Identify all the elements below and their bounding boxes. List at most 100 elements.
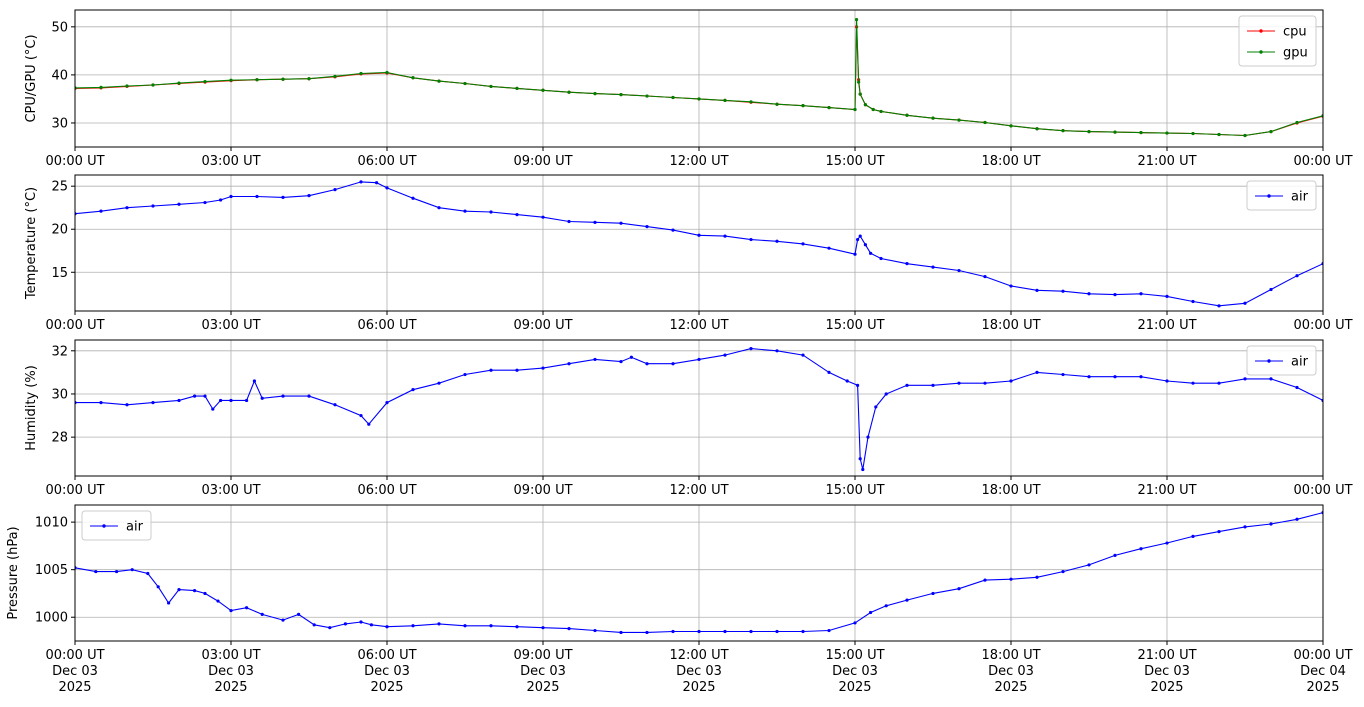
data-point	[203, 80, 207, 84]
x-tick-label: 18:00 UT	[981, 318, 1040, 333]
data-point	[619, 221, 623, 225]
legend-label: air	[1291, 190, 1309, 205]
data-point	[307, 394, 311, 398]
data-point	[151, 204, 155, 208]
y-tick-label: 25	[51, 180, 68, 195]
y-axis-title: Temperature (°C)	[24, 187, 39, 300]
data-point	[1061, 129, 1065, 133]
data-point	[1035, 370, 1039, 374]
data-point	[1165, 294, 1169, 298]
data-point	[1139, 292, 1143, 296]
data-point	[863, 243, 868, 247]
data-point	[863, 103, 868, 107]
series-air	[75, 180, 1323, 308]
x-tick-label: 03:00 UT	[201, 154, 260, 169]
data-point	[801, 104, 805, 108]
data-point	[1061, 569, 1065, 574]
data-point	[801, 242, 805, 246]
data-point	[1243, 301, 1247, 305]
data-point	[515, 625, 519, 629]
data-point	[775, 349, 779, 353]
data-point	[671, 629, 675, 634]
y-tick-label: 20	[51, 223, 68, 238]
data-point	[125, 206, 129, 210]
data-point	[229, 78, 233, 82]
data-point	[869, 251, 873, 255]
data-point	[385, 625, 389, 629]
data-point	[697, 233, 701, 237]
x-tick-label: 00:00 UT Dec 04 2025	[1293, 648, 1352, 695]
data-point	[1243, 133, 1247, 138]
y-tick-label: 50	[51, 20, 68, 35]
data-point	[211, 407, 215, 411]
data-point	[1009, 284, 1013, 288]
data-point	[1165, 379, 1169, 383]
data-point	[697, 629, 701, 634]
data-point	[619, 630, 623, 635]
data-point	[1295, 274, 1299, 278]
data-point	[359, 413, 363, 418]
y-tick-label: 30	[51, 116, 68, 131]
data-point	[297, 612, 301, 616]
y-axis-title: Pressure (hPa)	[6, 526, 21, 619]
legend-marker	[102, 524, 106, 528]
legend-label: gpu	[1283, 46, 1308, 61]
data-point	[1061, 289, 1065, 293]
data-point	[645, 362, 649, 366]
data-point	[151, 401, 155, 405]
data-point	[437, 206, 441, 210]
data-point	[541, 366, 545, 370]
data-point	[255, 78, 259, 82]
data-point	[1165, 131, 1169, 135]
data-point	[567, 90, 571, 94]
data-point	[125, 403, 129, 407]
x-tick-label: 15:00 UT	[825, 154, 884, 169]
data-point	[593, 628, 597, 633]
data-point	[177, 398, 181, 403]
data-point	[827, 370, 831, 374]
data-point	[671, 95, 675, 100]
legend-label: cpu	[1283, 25, 1307, 40]
x-tick-label: 12:00 UT	[669, 483, 728, 498]
data-point	[193, 394, 197, 398]
series-gpu	[75, 18, 1323, 138]
data-point	[619, 359, 623, 364]
data-point	[858, 92, 862, 96]
data-point	[260, 612, 264, 616]
series-air	[75, 347, 1323, 472]
data-point	[845, 379, 849, 383]
data-point	[359, 71, 363, 76]
data-point	[827, 246, 831, 250]
data-point	[541, 626, 545, 630]
data-point	[307, 194, 311, 198]
data-point	[515, 212, 519, 217]
data-point	[1295, 517, 1299, 521]
x-tick-label: 21:00 UT	[1137, 154, 1196, 169]
data-point	[99, 85, 103, 89]
data-point	[801, 353, 805, 357]
chart-panel-4: 1000 1005 1010 00:00 UT Dec 03 2025 03:00 UT De…	[6, 504, 1353, 695]
data-point	[359, 620, 363, 624]
data-point	[983, 578, 987, 582]
data-point	[115, 569, 119, 574]
legend-box	[1238, 15, 1317, 67]
x-tick-label: 09:00 UT	[513, 318, 572, 333]
data-point	[411, 388, 415, 392]
data-point	[1139, 130, 1143, 135]
data-point	[629, 355, 634, 359]
data-point	[905, 598, 909, 602]
data-point	[697, 97, 701, 101]
data-point	[619, 93, 623, 97]
data-point	[801, 629, 805, 634]
data-point	[983, 120, 987, 125]
data-point	[411, 76, 415, 80]
data-point	[203, 591, 207, 596]
x-tick-label: 03:00 UT Dec 03 2025	[201, 648, 260, 695]
data-point	[1113, 130, 1117, 134]
data-point	[905, 383, 909, 387]
data-point	[411, 624, 415, 628]
data-point	[1113, 293, 1117, 297]
y-tick-label: 30	[51, 387, 68, 402]
data-point	[1269, 377, 1273, 381]
data-point	[857, 80, 861, 84]
